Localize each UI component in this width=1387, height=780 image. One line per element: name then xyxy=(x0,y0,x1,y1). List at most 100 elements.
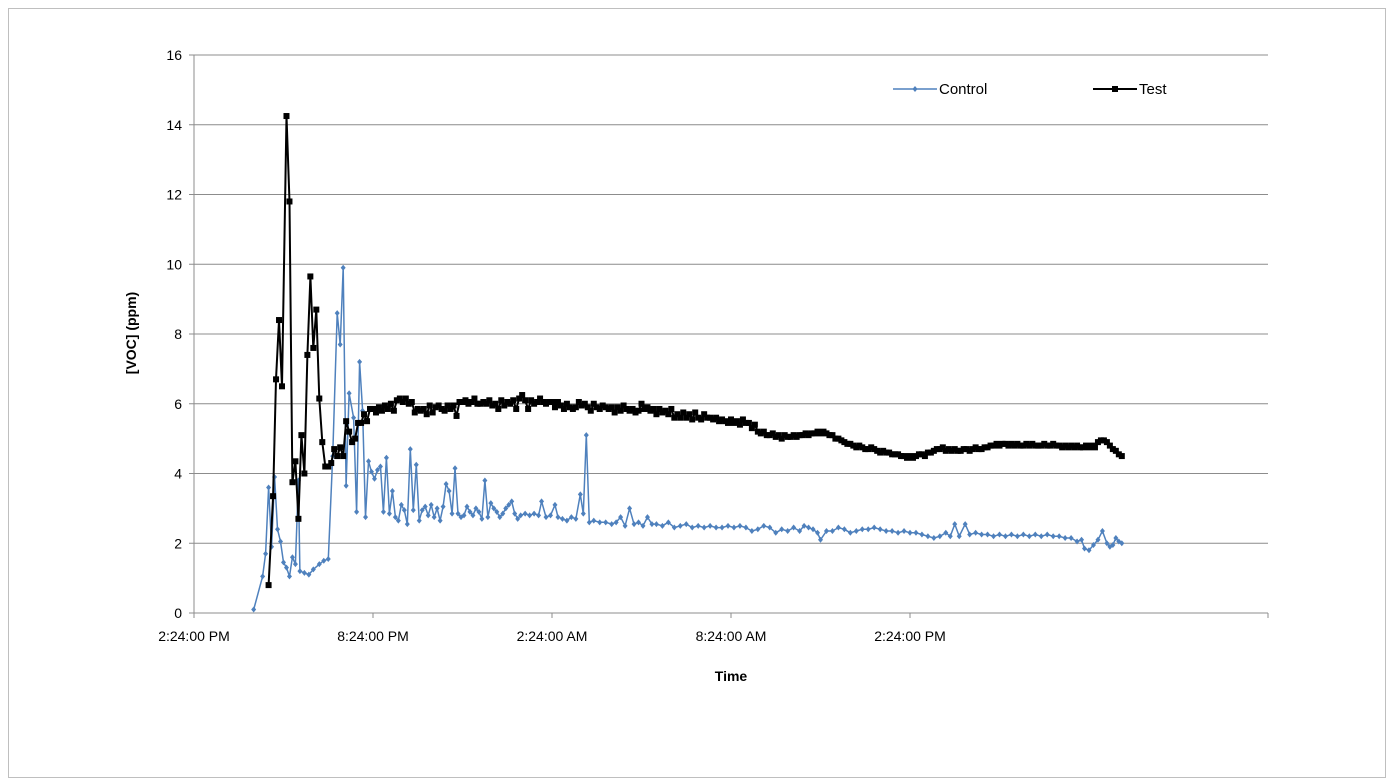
data-point-control xyxy=(871,524,877,531)
data-point-control xyxy=(618,514,624,521)
data-point-test xyxy=(572,404,579,411)
data-point-test xyxy=(441,407,448,414)
data-point-test xyxy=(334,453,341,460)
data-point-control xyxy=(286,573,292,580)
data-point-test xyxy=(378,407,385,414)
y-tick-label: 4 xyxy=(174,466,182,482)
data-point-test xyxy=(328,460,335,467)
data-point-control xyxy=(640,522,646,529)
data-point-test xyxy=(304,351,311,358)
data-point-control xyxy=(1090,541,1096,548)
data-point-control xyxy=(383,454,389,461)
data-point-test xyxy=(492,400,499,407)
data-point-control xyxy=(719,524,725,531)
data-point-test xyxy=(495,405,502,412)
data-point-test xyxy=(411,409,418,416)
data-point-test xyxy=(316,395,323,402)
data-point-control xyxy=(743,524,749,531)
data-point-test xyxy=(450,402,457,409)
data-point-control xyxy=(559,515,565,522)
data-point-control xyxy=(377,463,383,470)
data-point-test xyxy=(686,411,693,418)
data-point-control xyxy=(631,521,637,528)
data-point-test xyxy=(471,395,478,402)
data-point-control xyxy=(266,484,272,491)
data-point-test xyxy=(683,414,690,421)
data-point-control xyxy=(823,528,829,535)
data-point-test xyxy=(554,399,561,406)
data-point-control xyxy=(913,529,919,536)
data-point-control xyxy=(947,533,953,540)
data-point-control xyxy=(543,514,549,521)
y-axis-title: [VOC] (ppm) xyxy=(123,292,139,374)
data-point-control xyxy=(437,517,443,524)
data-point-control xyxy=(422,503,428,510)
data-point-test xyxy=(563,400,570,407)
data-point-test xyxy=(468,399,475,406)
x-tick-label: 2:24:00 AM xyxy=(517,628,588,644)
data-point-control xyxy=(577,491,583,498)
data-point-control xyxy=(494,508,500,515)
data-point-test xyxy=(340,453,347,460)
data-point-control xyxy=(731,524,737,531)
data-point-control xyxy=(967,531,973,538)
data-point-test xyxy=(680,409,687,416)
data-point-test xyxy=(276,317,283,324)
data-point-control xyxy=(1095,536,1101,543)
data-point-control xyxy=(677,522,683,529)
data-point-control xyxy=(401,507,407,514)
data-point-control xyxy=(883,528,889,535)
data-point-control xyxy=(416,517,422,524)
data-point-control xyxy=(597,519,603,526)
data-point-control xyxy=(649,521,655,528)
data-point-control xyxy=(609,521,615,528)
y-tick-label: 2 xyxy=(174,535,182,551)
data-point-test xyxy=(638,400,645,407)
data-point-control xyxy=(316,561,322,568)
data-point-control xyxy=(695,522,701,529)
data-point-test xyxy=(402,395,409,402)
data-point-test xyxy=(510,397,517,404)
data-point-test xyxy=(525,405,532,412)
data-point-test xyxy=(331,446,338,453)
data-point-control xyxy=(835,524,841,531)
x-tick-label: 8:24:00 PM xyxy=(337,628,409,644)
data-point-test xyxy=(498,397,505,404)
series-line-test xyxy=(267,115,1123,586)
data-point-test xyxy=(423,411,430,418)
data-point-test xyxy=(668,405,675,412)
data-point-test xyxy=(590,400,597,407)
data-point-control xyxy=(306,571,312,578)
data-point-control xyxy=(522,510,528,517)
data-point-test xyxy=(671,414,678,421)
data-point-test xyxy=(516,395,523,402)
data-point-control xyxy=(931,535,937,542)
data-point-test xyxy=(486,397,493,404)
data-point-control xyxy=(707,522,713,529)
data-point-test xyxy=(390,407,397,414)
data-point-control xyxy=(500,510,506,517)
data-point-control xyxy=(644,514,650,521)
data-point-test xyxy=(298,432,305,439)
data-point-control xyxy=(895,529,901,536)
data-point-control xyxy=(785,528,791,535)
data-point-test xyxy=(739,416,746,423)
data-point-control xyxy=(1110,541,1116,548)
data-point-control xyxy=(461,512,467,519)
data-point-control xyxy=(473,505,479,512)
data-point-test xyxy=(319,439,326,446)
data-point-control xyxy=(1020,531,1026,538)
legend-label-test: Test xyxy=(1139,81,1167,98)
data-point-control xyxy=(962,521,968,528)
data-point-control xyxy=(1038,533,1044,540)
data-point-control xyxy=(297,568,303,575)
data-point-test xyxy=(629,405,636,412)
data-point-test xyxy=(501,402,508,409)
data-point-control xyxy=(278,538,284,545)
data-point-test xyxy=(462,397,469,404)
data-point-test xyxy=(769,430,776,437)
data-point-control xyxy=(419,507,425,514)
data-point-control xyxy=(997,531,1002,538)
data-point-test xyxy=(534,399,541,406)
